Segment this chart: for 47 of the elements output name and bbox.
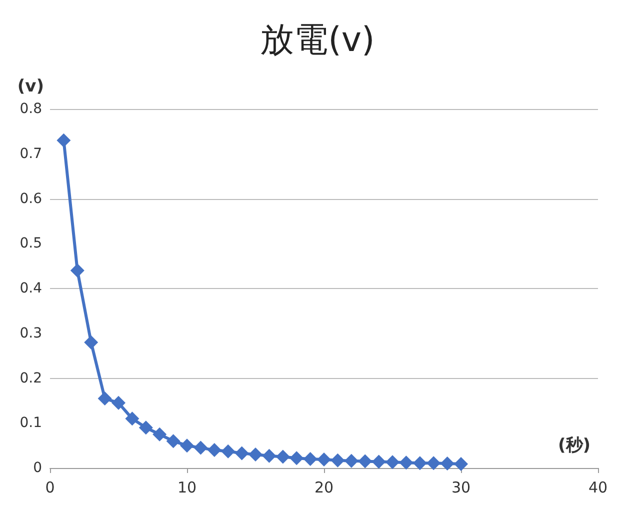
y-tick-label: 0	[33, 460, 42, 476]
point	[344, 454, 358, 468]
x-axis-title: (秒)	[558, 436, 591, 456]
y-tick-label: 0.7	[20, 146, 42, 162]
point	[98, 391, 112, 406]
chart-title: 放電(v)	[260, 20, 375, 60]
point	[152, 427, 167, 442]
point	[317, 452, 331, 466]
point	[454, 456, 468, 471]
point	[290, 451, 304, 466]
x-tick-label: 10	[177, 478, 197, 496]
point	[221, 444, 236, 458]
point	[303, 452, 318, 466]
point	[372, 454, 386, 469]
x-tick-label: 30	[451, 478, 471, 496]
point	[56, 133, 71, 148]
point	[386, 455, 400, 470]
point	[166, 434, 180, 448]
x-tick-label: 0	[45, 478, 55, 496]
point	[358, 454, 372, 468]
y-tick-label: 0.8	[20, 101, 42, 117]
point	[412, 456, 427, 470]
point	[207, 443, 222, 458]
point	[248, 448, 262, 462]
y-axis-title: (v)	[17, 76, 44, 96]
point	[180, 438, 194, 453]
point	[112, 396, 126, 410]
y-tick-label: 0.1	[20, 415, 42, 432]
y-tick-label: 0.3	[20, 325, 42, 342]
y-tick-label: 0.2	[20, 370, 42, 386]
point	[194, 440, 208, 455]
point	[426, 456, 441, 470]
point	[399, 456, 414, 470]
point	[70, 264, 84, 278]
point	[138, 420, 153, 435]
point	[276, 450, 290, 464]
point	[125, 412, 140, 426]
point	[262, 448, 276, 463]
point	[234, 446, 249, 460]
y-tick-label: 0.5	[20, 236, 42, 252]
y-tick-label: 0.6	[20, 190, 42, 207]
point	[84, 335, 98, 350]
y-tick-label: 0.4	[20, 280, 42, 296]
point	[440, 456, 454, 471]
point	[330, 453, 345, 468]
x-tick-label: 20	[314, 478, 334, 496]
x-tick-label: 40	[588, 478, 608, 496]
